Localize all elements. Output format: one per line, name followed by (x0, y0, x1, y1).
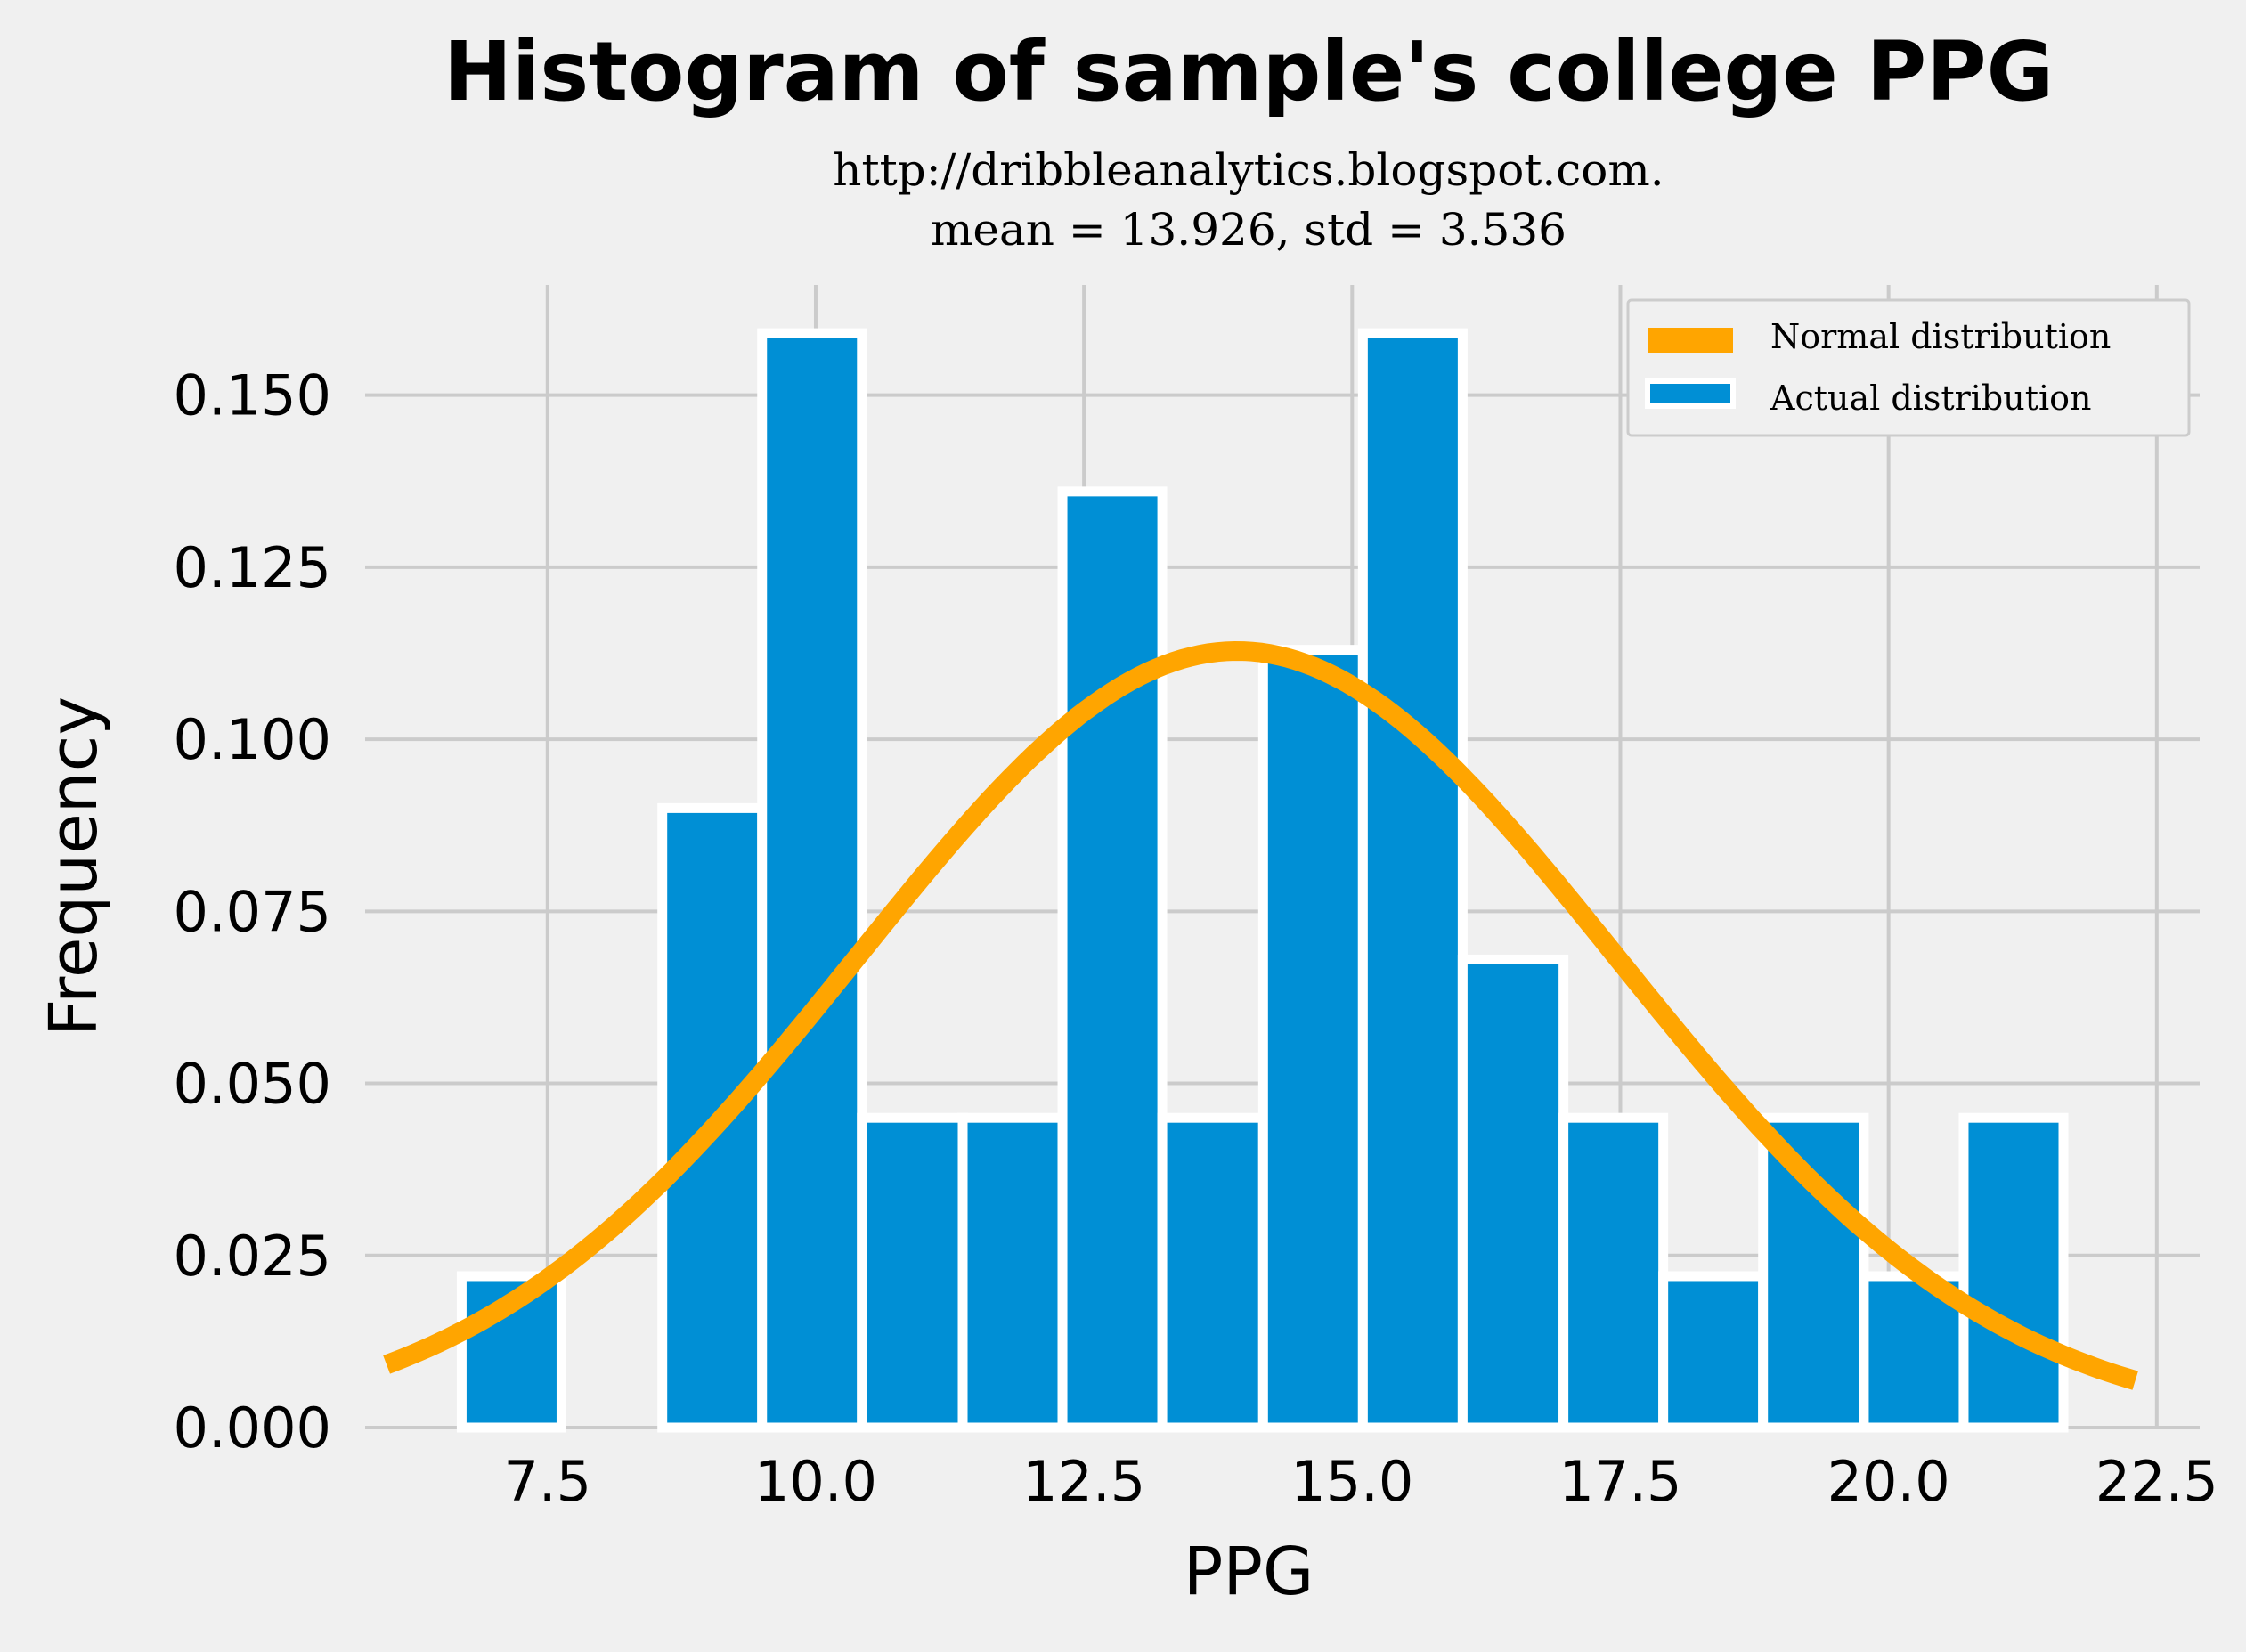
chart-subtitle-line-1: http://dribbleanalytics.blogspot.com. (833, 144, 1664, 196)
y-axis-label: Frequency (36, 696, 112, 1037)
legend-label-normal: Normal distribution (1770, 317, 2111, 356)
chart-title: Histogram of sample's college PPG (444, 24, 2054, 119)
legend: Normal distribution Actual distribution (1626, 298, 2191, 437)
x-tick-label: 15.0 (1290, 1449, 1413, 1514)
histogram-bar (957, 1112, 1068, 1433)
x-tick-label: 17.5 (1558, 1449, 1681, 1514)
x-tick-label: 10.0 (754, 1449, 877, 1514)
x-tick-label: 7.5 (503, 1449, 591, 1514)
y-tick-label: 0.075 (174, 879, 332, 944)
histogram-bar (757, 328, 867, 1433)
histogram-bar (1658, 1271, 1769, 1433)
histogram-bar (1758, 1112, 1869, 1433)
legend-swatch-normal (1648, 328, 1733, 353)
histogram-bar (1558, 1112, 1669, 1433)
histogram-bar (857, 1112, 968, 1433)
y-tick-label: 0.150 (174, 363, 332, 428)
legend-swatch-actual (1645, 378, 1736, 409)
x-tick-label: 20.0 (1827, 1449, 1950, 1514)
histogram-bar (1257, 645, 1368, 1433)
y-tick-label: 0.050 (174, 1052, 332, 1117)
y-tick-labels: 0.000 0.025 0.050 0.075 0.100 0.125 0.150 (174, 363, 332, 1461)
y-tick-label: 0.025 (174, 1224, 332, 1289)
histogram-bar (1057, 486, 1168, 1433)
chart-subtitle-line-2: mean = 13.926, std = 3.536 (931, 204, 1567, 256)
legend-box (1626, 298, 2191, 437)
histogram-bar (1457, 954, 1569, 1433)
y-tick-label: 0.000 (174, 1396, 332, 1461)
y-tick-label: 0.100 (174, 707, 332, 772)
x-tick-label: 12.5 (1022, 1449, 1145, 1514)
normal-distribution-curve (383, 640, 2138, 1390)
histogram-bar (1357, 328, 1468, 1433)
legend-label-actual: Actual distribution (1770, 378, 2092, 418)
x-tick-labels: 7.5 10.0 12.5 15.0 17.5 20.0 22.5 (503, 1449, 2218, 1514)
histogram-bar (1157, 1112, 1268, 1433)
x-axis-label: PPG (1184, 1534, 1314, 1610)
x-tick-label: 22.5 (2095, 1449, 2218, 1514)
histogram-bar (1958, 1112, 2069, 1433)
y-tick-label: 0.125 (174, 535, 332, 600)
